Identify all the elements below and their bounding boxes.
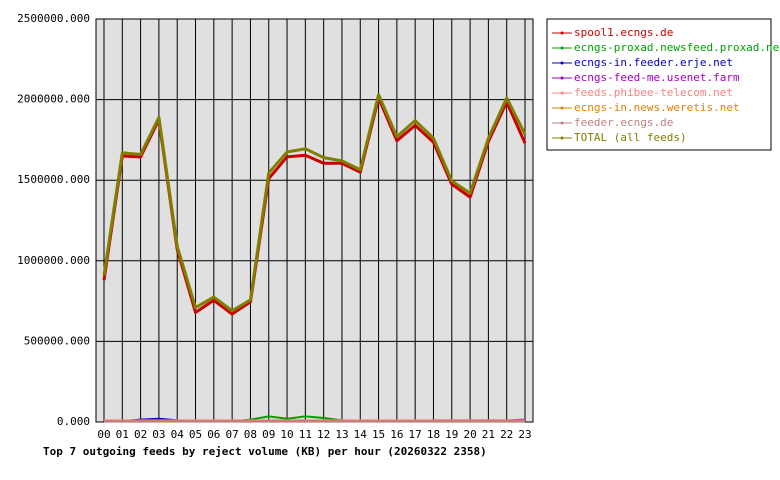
x-tick-label: 15 (372, 428, 385, 441)
x-tick-label: 19 (445, 428, 458, 441)
x-tick-label: 08 (244, 428, 257, 441)
legend-label: ecngs-in.feeder.erje.net (574, 56, 733, 69)
series-line (102, 93, 527, 313)
x-tick-label: 20 (463, 428, 476, 441)
x-tick-label: 05 (189, 428, 202, 441)
x-tick-label: 17 (409, 428, 422, 441)
x-tick-label: 14 (354, 428, 368, 441)
legend-marker (560, 121, 564, 125)
x-tick-label: 13 (335, 428, 348, 441)
x-tick-label: 16 (390, 428, 403, 441)
y-tick-label: 500000.000 (24, 334, 90, 347)
x-tick-label: 09 (262, 428, 275, 441)
x-tick-label: 10 (280, 428, 293, 441)
y-tick-label: 1500000.000 (17, 173, 90, 186)
x-tick-label: 21 (482, 428, 495, 441)
y-tick-label: 2500000.000 (17, 12, 90, 25)
y-tick-label: 0.000 (57, 415, 90, 428)
legend-label: feeder.ecngs.de (574, 116, 673, 129)
legend-marker (560, 31, 564, 35)
x-tick-label: 07 (226, 428, 239, 441)
x-tick-label: 12 (317, 428, 330, 441)
chart-title: Top 7 outgoing feeds by reject volume (K… (43, 445, 487, 458)
legend-label: feeds.phibee-telecom.net (574, 86, 733, 99)
legend-marker (560, 106, 564, 110)
legend-marker (560, 91, 564, 95)
legend-marker (560, 61, 564, 65)
legend-label: spool1.ecngs.de (574, 26, 673, 39)
legend-label: ecngs-proxad.newsfeed.proxad.net (574, 41, 780, 54)
x-tick-label: 01 (116, 428, 129, 441)
x-tick-label: 23 (518, 428, 531, 441)
x-tick-label: 11 (299, 428, 312, 441)
y-tick-label: 2000000.000 (17, 93, 90, 106)
x-tick-label: 06 (207, 428, 220, 441)
legend-label: ecngs-in.news.weretis.net (574, 101, 740, 114)
y-tick-label: 1000000.000 (17, 254, 90, 267)
x-tick-label: 02 (134, 428, 147, 441)
x-tick-label: 18 (427, 428, 440, 441)
x-tick-label: 03 (152, 428, 165, 441)
legend-marker (560, 46, 564, 50)
x-tick-label: 00 (97, 428, 110, 441)
x-tick-label: 04 (171, 428, 185, 441)
legend-marker (560, 76, 564, 80)
legend-label: TOTAL (all feeds) (574, 131, 687, 144)
legend-box (546, 18, 772, 151)
legend-marker (560, 136, 564, 140)
plot-area (95, 18, 534, 423)
legend-label: ecngs-feed-me.usenet.farm (574, 71, 740, 84)
x-tick-label: 22 (500, 428, 513, 441)
